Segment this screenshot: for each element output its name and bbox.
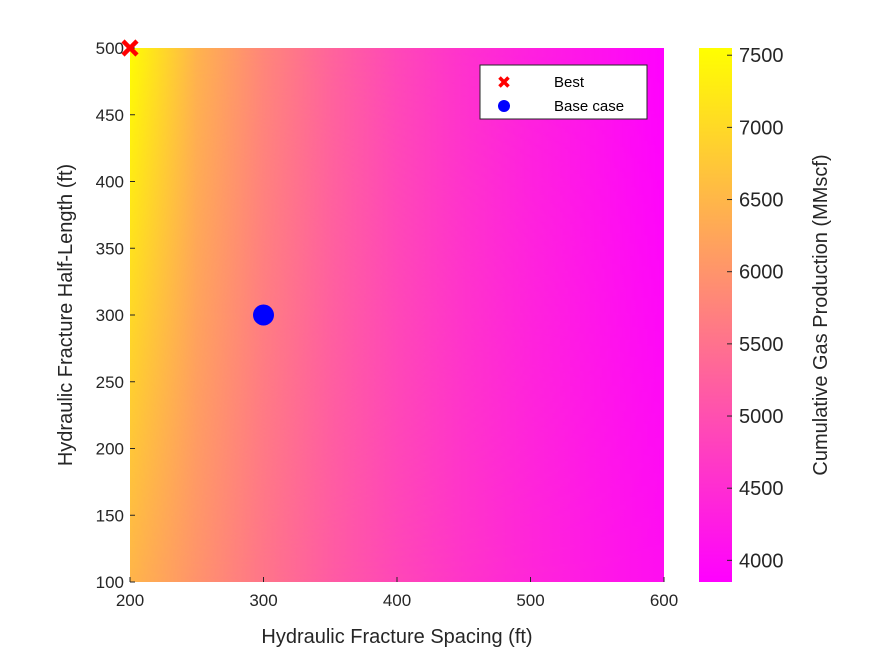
x-axis: 200 300 400 500 600 (116, 577, 678, 610)
x-tick-label: 300 (249, 591, 277, 610)
legend-entry-label: Base case (554, 98, 624, 115)
colorbar-tick-label: 5000 (739, 406, 784, 428)
marker-best-stroke (121, 39, 139, 57)
legend[interactable]: Best Base case (479, 64, 648, 120)
marker-best (121, 39, 139, 57)
colorbar-title: Cumulative Gas Production (MMscf) (810, 154, 832, 475)
x-axis-title: Hydraulic Fracture Spacing (ft) (261, 626, 532, 648)
colorbar-tick-label: 4000 (739, 550, 784, 572)
colorbar-scale (699, 48, 732, 582)
y-tick-label: 100 (96, 573, 124, 592)
heatmap-surface-top (130, 48, 664, 582)
y-tick-label: 200 (96, 440, 124, 459)
colorbar-tick-label: 5500 (739, 334, 784, 356)
y-tick-label: 450 (96, 106, 124, 125)
x-tick-label: 600 (650, 591, 678, 610)
x-tick-label: 500 (516, 591, 544, 610)
colorbar-tick-label: 4500 (739, 478, 784, 500)
y-axis: 100 150 200 250 300 350 400 450 500 (96, 39, 135, 592)
y-tick-label: 500 (96, 39, 124, 58)
legend-best-icon (498, 76, 510, 88)
colorbar-tick-label: 6000 (739, 262, 784, 284)
markers (121, 39, 274, 326)
marker-base-case (253, 304, 274, 326)
colorbar-tick-label: 7000 (739, 117, 784, 139)
y-tick-label: 350 (96, 239, 124, 258)
plot-area (130, 48, 664, 582)
y-tick-label: 300 (96, 306, 124, 325)
legend-best-icon-stroke (498, 76, 510, 88)
y-tick-label: 400 (96, 173, 124, 192)
y-tick-label: 150 (96, 506, 124, 525)
colorbar: 4000 4500 5000 5500 6000 6500 7000 7500 (699, 45, 784, 582)
y-axis-title: Hydraulic Fracture Half-Length (ft) (55, 164, 77, 466)
y-tick-label: 250 (96, 373, 124, 392)
x-tick-label: 400 (383, 591, 411, 610)
legend-base-case-icon (498, 100, 510, 112)
colorbar-tick-label: 7500 (739, 45, 784, 67)
colorbar-tick-label: 6500 (739, 190, 784, 212)
x-tick-label: 200 (116, 591, 144, 610)
legend-entry-label: Best (554, 74, 585, 91)
